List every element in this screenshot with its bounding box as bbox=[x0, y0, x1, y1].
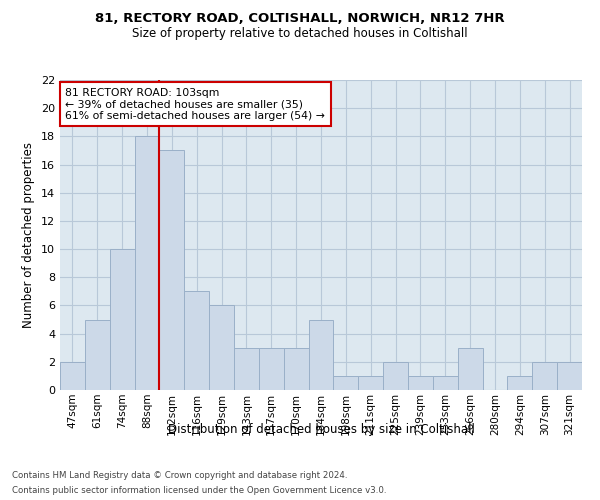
Bar bbox=[160, 150, 184, 390]
Bar bbox=[508, 376, 532, 390]
Text: Distribution of detached houses by size in Coltishall: Distribution of detached houses by size … bbox=[167, 422, 475, 436]
Bar bbox=[259, 348, 284, 390]
Bar bbox=[134, 136, 160, 390]
Bar bbox=[60, 362, 85, 390]
Bar bbox=[110, 249, 134, 390]
Bar bbox=[383, 362, 408, 390]
Bar bbox=[284, 348, 308, 390]
Text: 81 RECTORY ROAD: 103sqm
← 39% of detached houses are smaller (35)
61% of semi-de: 81 RECTORY ROAD: 103sqm ← 39% of detache… bbox=[65, 88, 325, 121]
Bar bbox=[209, 306, 234, 390]
Y-axis label: Number of detached properties: Number of detached properties bbox=[22, 142, 35, 328]
Bar bbox=[334, 376, 358, 390]
Text: 81, RECTORY ROAD, COLTISHALL, NORWICH, NR12 7HR: 81, RECTORY ROAD, COLTISHALL, NORWICH, N… bbox=[95, 12, 505, 26]
Bar bbox=[532, 362, 557, 390]
Bar bbox=[308, 320, 334, 390]
Bar bbox=[557, 362, 582, 390]
Bar bbox=[358, 376, 383, 390]
Bar bbox=[184, 292, 209, 390]
Text: Contains HM Land Registry data © Crown copyright and database right 2024.: Contains HM Land Registry data © Crown c… bbox=[12, 471, 347, 480]
Bar bbox=[85, 320, 110, 390]
Bar bbox=[408, 376, 433, 390]
Bar bbox=[433, 376, 458, 390]
Bar bbox=[234, 348, 259, 390]
Text: Contains public sector information licensed under the Open Government Licence v3: Contains public sector information licen… bbox=[12, 486, 386, 495]
Text: Size of property relative to detached houses in Coltishall: Size of property relative to detached ho… bbox=[132, 28, 468, 40]
Bar bbox=[458, 348, 482, 390]
